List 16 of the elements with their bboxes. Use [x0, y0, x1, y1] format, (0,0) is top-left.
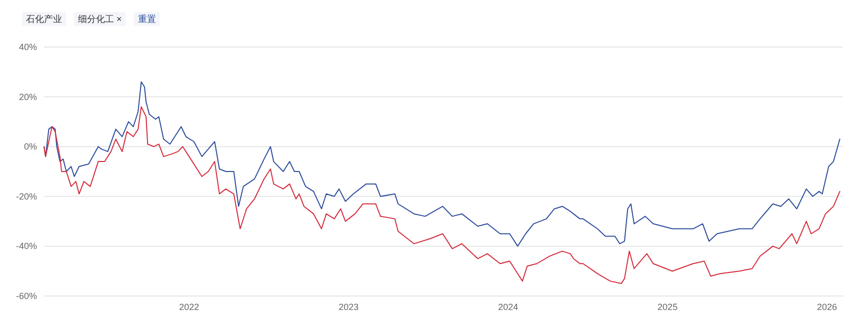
text: 重置: [138, 14, 156, 24]
x-tick-label: 2023: [338, 302, 359, 312]
x-tick-label: 2022: [179, 302, 200, 312]
x-tick-label: 2024: [498, 302, 518, 312]
y-tick-label: -40%: [16, 241, 37, 252]
x-tick-label: 2026: [817, 302, 838, 312]
y-tick-label: 0%: [24, 142, 37, 152]
line-series: [44, 106, 840, 284]
y-tick-label: 40%: [18, 42, 37, 52]
line-series: [44, 81, 840, 247]
y-tick-label: -60%: [16, 291, 37, 301]
y-tick-label: 20%: [18, 92, 37, 102]
x-tick-label: 2025: [658, 302, 678, 312]
text: 细分化工 ×: [78, 14, 122, 24]
y-tick-label: -20%: [16, 191, 37, 202]
text: 石化产业: [26, 14, 62, 24]
